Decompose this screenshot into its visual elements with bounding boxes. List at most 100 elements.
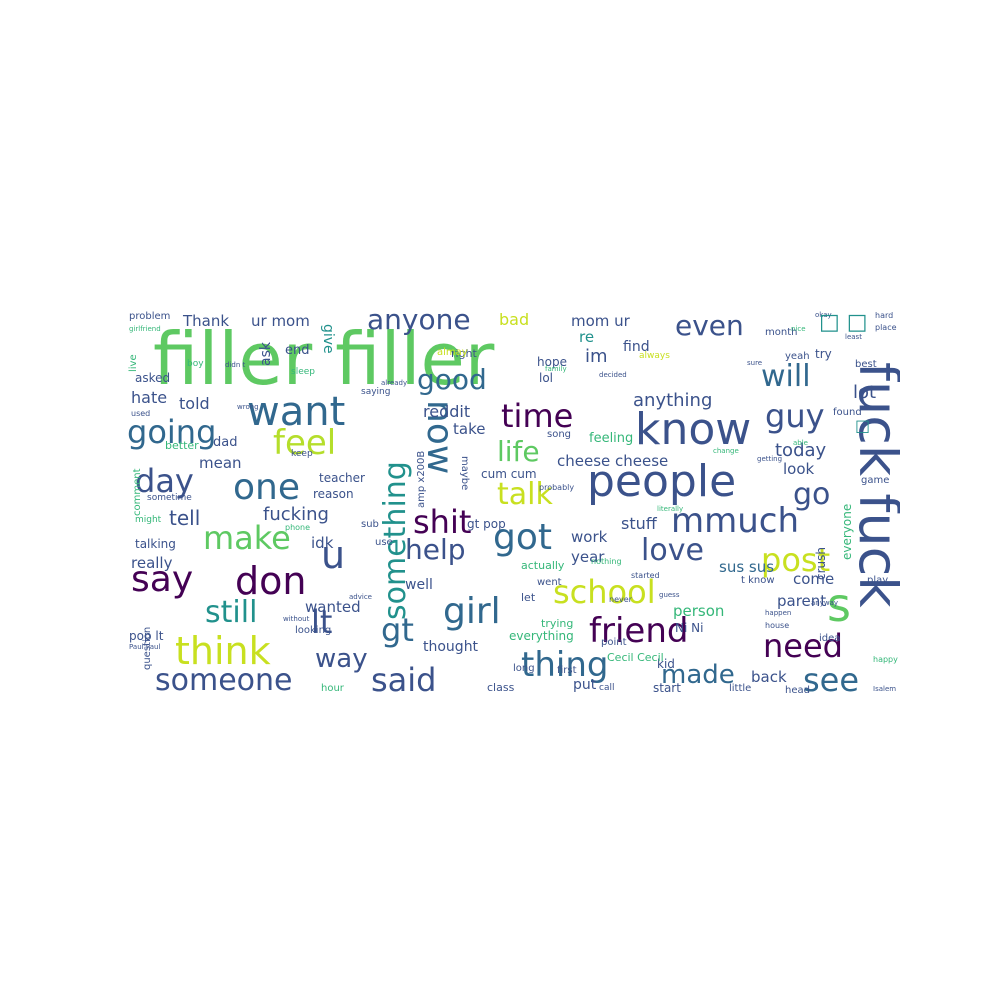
word: mmuch: [671, 501, 800, 541]
word: year: [571, 548, 605, 566]
word: really: [131, 554, 173, 572]
word: feel: [273, 423, 337, 463]
word: sleep: [291, 367, 315, 377]
word: hour: [321, 683, 344, 694]
word: saying: [361, 387, 391, 397]
word: got: [493, 517, 552, 558]
word: go: [793, 477, 831, 512]
word: life: [497, 435, 540, 468]
word: way: [315, 644, 368, 674]
word: hope: [537, 355, 567, 369]
word: □: [855, 416, 871, 435]
word: better: [165, 439, 199, 452]
word: wanted: [305, 598, 361, 616]
word: work: [571, 528, 608, 546]
word: guy: [765, 397, 825, 435]
word: ur mom: [251, 312, 310, 330]
word: class: [487, 681, 515, 694]
word: see: [803, 661, 860, 699]
word: bad: [499, 310, 530, 329]
word: amp x200B: [416, 450, 427, 508]
word: feeling: [589, 431, 634, 446]
word: girlfriend: [129, 325, 161, 333]
word: even: [675, 309, 744, 342]
word-cloud: filler filler fuck fuck want know people…: [125, 300, 900, 700]
word: sub: [361, 519, 379, 530]
word: parent: [777, 592, 827, 610]
word: nice: [791, 325, 806, 333]
word: let: [521, 591, 536, 604]
word: almay: [437, 347, 468, 358]
word: change: [713, 447, 739, 455]
word: give: [320, 324, 336, 354]
word: Ni Ni: [675, 621, 704, 635]
word: □ □: [819, 310, 868, 335]
word: people: [587, 456, 737, 507]
word: post: [761, 541, 831, 579]
word: lt: [311, 603, 333, 641]
word: already: [381, 379, 408, 387]
word: pop lt: [129, 629, 164, 643]
word: okay: [815, 311, 832, 319]
word: teacher: [319, 471, 365, 485]
word: head: [785, 685, 810, 696]
word: going: [127, 413, 217, 451]
word: one: [233, 467, 300, 508]
word: school: [553, 573, 656, 611]
word: Paul Paul: [129, 643, 161, 651]
word: keep: [291, 449, 313, 459]
word: cum cum: [481, 467, 537, 481]
word: actually: [521, 559, 565, 572]
word: talking: [135, 537, 176, 551]
word: don: [235, 559, 307, 603]
word: re: [579, 328, 595, 346]
word: will: [761, 359, 811, 394]
word: always: [639, 351, 670, 361]
word: sometime: [147, 493, 192, 503]
word: dad: [213, 435, 238, 450]
word: find: [623, 339, 650, 355]
word: made: [661, 660, 735, 690]
word: live: [128, 354, 139, 372]
word: say: [131, 559, 194, 600]
word: someone: [155, 663, 293, 698]
word: game: [861, 475, 890, 486]
word: yeah: [785, 351, 810, 362]
word: thing: [521, 645, 609, 685]
word: filler filler: [153, 317, 495, 401]
word: today: [775, 440, 827, 461]
word: t know: [741, 575, 775, 586]
word: come: [793, 570, 835, 588]
word: u: [321, 533, 346, 577]
word: lot: [853, 382, 877, 403]
word: girl: [443, 591, 501, 632]
word: reason: [313, 487, 354, 501]
word: hate: [131, 388, 168, 407]
word: trying: [541, 617, 574, 630]
word: try: [815, 347, 832, 361]
word: sure: [747, 359, 763, 367]
word: phone: [285, 523, 311, 532]
word: time: [501, 397, 574, 435]
word: anyone: [367, 303, 471, 336]
word: family: [545, 365, 567, 373]
word: want: [247, 389, 346, 435]
word: nothing: [591, 557, 622, 566]
word: advice: [349, 593, 372, 601]
word: lol: [539, 371, 554, 385]
word: went: [537, 577, 562, 588]
word: s: [827, 578, 851, 632]
word: Cecil Cecil: [607, 651, 664, 664]
word: reddit: [423, 402, 471, 421]
word: call: [599, 683, 615, 693]
word: shit: [413, 503, 472, 541]
word: hard: [875, 311, 894, 320]
word: best: [855, 359, 877, 370]
word: decided: [599, 371, 627, 379]
word: put: [573, 677, 597, 693]
word: wrong: [237, 403, 259, 411]
word: said: [371, 661, 437, 699]
word: looking: [295, 625, 332, 636]
word: well: [405, 577, 433, 593]
word: need: [763, 627, 843, 665]
